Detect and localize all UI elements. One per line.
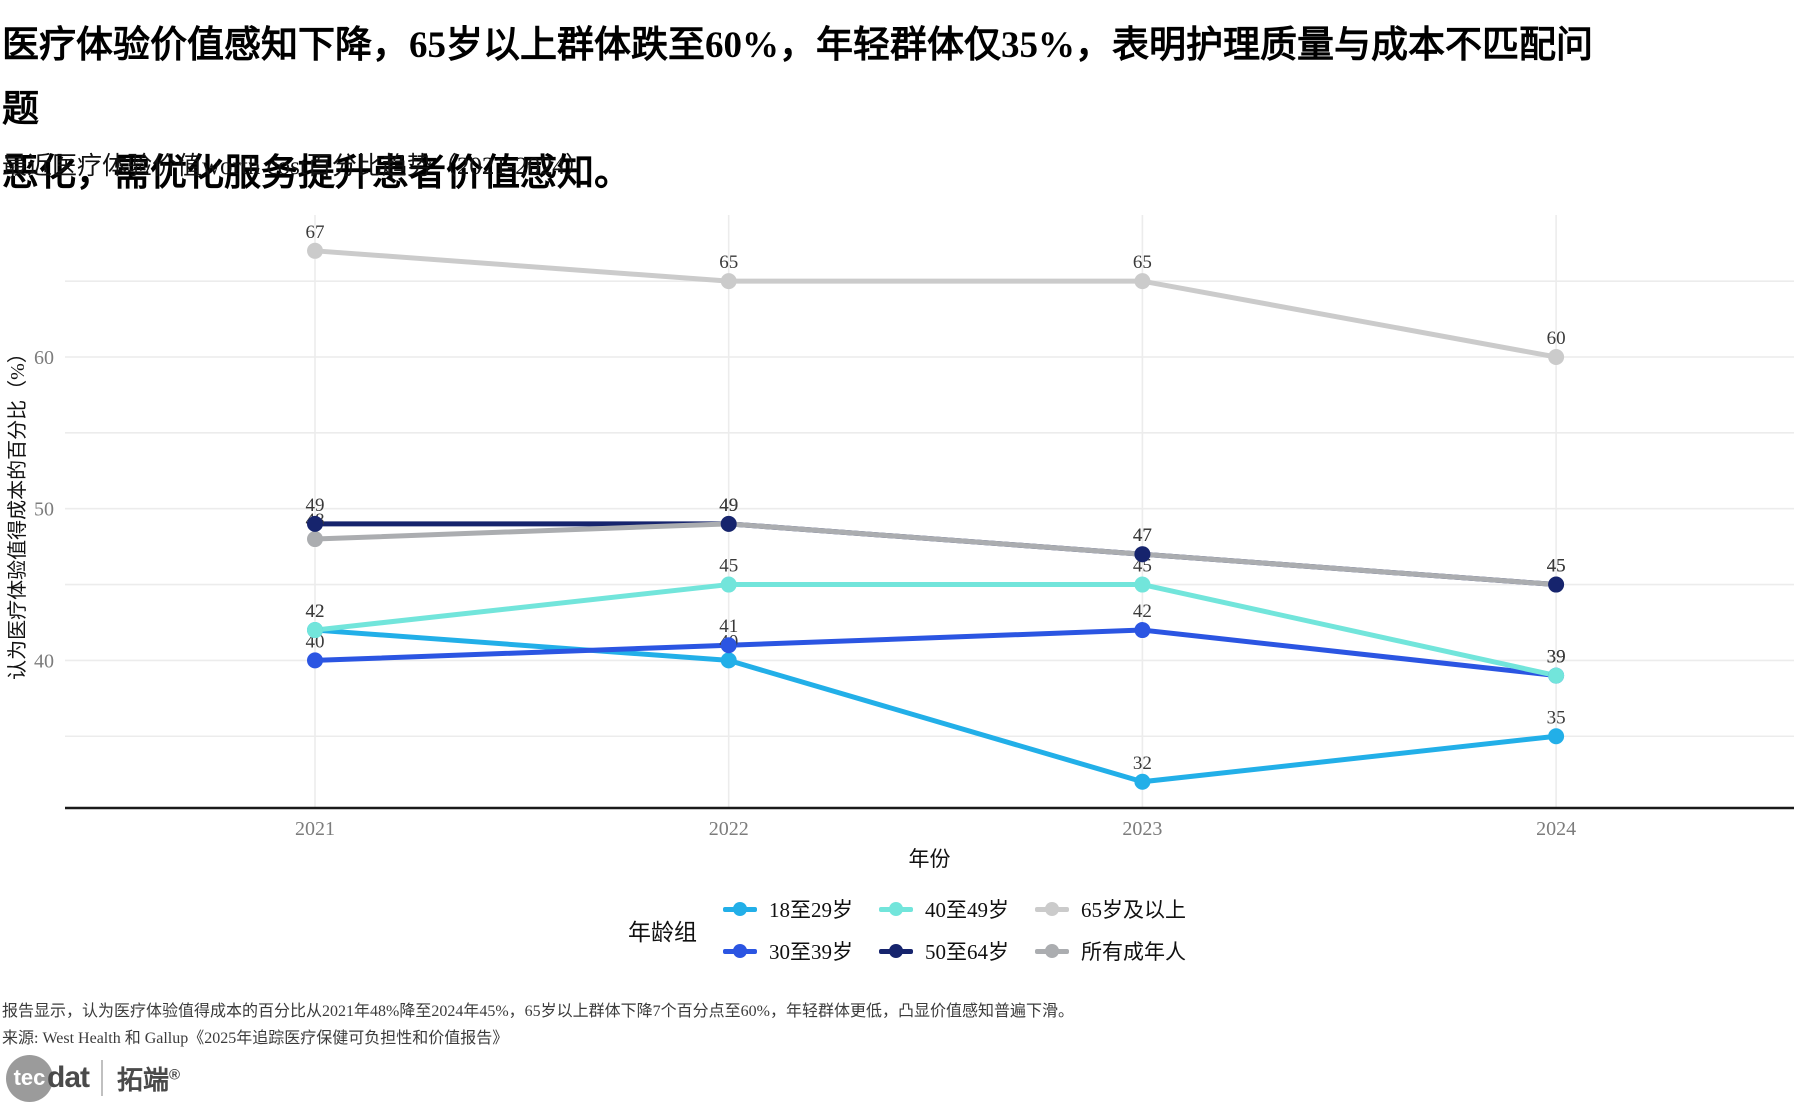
- legend-item-2: 40至49岁: [879, 894, 1009, 924]
- chart-area: 4240323540414239424545394949474567656560…: [0, 190, 1814, 880]
- y-tick-labels: 40 50 60: [34, 347, 54, 672]
- data-point: [720, 515, 737, 532]
- svg-text:32: 32: [1133, 753, 1152, 774]
- data-point: [720, 652, 737, 669]
- svg-text:2022: 2022: [709, 818, 749, 840]
- svg-text:45: 45: [1133, 556, 1152, 577]
- legend-item-5: 所有成年人: [1035, 936, 1186, 966]
- svg-text:42: 42: [306, 601, 325, 622]
- series-lines: [312, 248, 1559, 785]
- series-line-0: [312, 627, 1559, 785]
- line-chart: 4240323540414239424545394949474567656560…: [6, 215, 1794, 871]
- series-line-5: [312, 521, 1559, 588]
- svg-text:49: 49: [719, 495, 738, 516]
- legend-title: 年龄组: [628, 920, 697, 945]
- svg-text:40: 40: [306, 631, 325, 652]
- legend-marker-icon: [1035, 943, 1069, 959]
- logo-registered-icon: ®: [169, 1065, 181, 1083]
- svg-text:65: 65: [1133, 252, 1152, 273]
- data-point: [307, 515, 323, 532]
- svg-text:39: 39: [1547, 647, 1566, 668]
- data-labels: 4240323540414239424545394949474567656560…: [306, 222, 1566, 774]
- chart-footer: 报告显示，认为医疗体验值得成本的百分比从2021年48%降至2024年45%，6…: [2, 998, 1074, 1052]
- legend-label: 65岁及以上: [1081, 898, 1186, 922]
- footer-note: 报告显示，认为医疗体验值得成本的百分比从2021年48%降至2024年45%，6…: [2, 1003, 1074, 1020]
- data-point: [1134, 576, 1151, 593]
- logo-brand: 拓端®: [117, 1064, 181, 1095]
- svg-text:35: 35: [1547, 707, 1566, 728]
- svg-text:60: 60: [1547, 328, 1566, 349]
- svg-text:49: 49: [719, 495, 738, 516]
- data-point: [307, 622, 323, 639]
- logo-name: dat: [47, 1061, 90, 1094]
- legend-marker-icon: [1035, 901, 1069, 917]
- data-point: [720, 273, 737, 290]
- legend-items: 18至29岁 30至39岁 40至49岁 50至64岁 65岁及以上 所有成年人: [723, 888, 1186, 972]
- data-point: [1134, 546, 1151, 563]
- svg-text:60: 60: [34, 347, 54, 369]
- svg-text:49: 49: [306, 495, 325, 516]
- data-point: [307, 531, 323, 548]
- legend-item-3: 50至64岁: [879, 936, 1009, 966]
- data-point: [1548, 576, 1565, 593]
- legend-label: 所有成年人: [1081, 940, 1186, 964]
- svg-text:67: 67: [306, 222, 325, 243]
- x-axis-title: 年份: [909, 847, 951, 871]
- y-axis-title: 认为医疗体验值得成本的百分比（%）: [6, 343, 29, 680]
- legend-label: 18至29岁: [769, 898, 853, 922]
- legend-item-4: 65岁及以上: [1035, 894, 1186, 924]
- svg-text:45: 45: [1547, 556, 1566, 577]
- svg-text:45: 45: [1547, 556, 1566, 577]
- data-point: [1548, 667, 1565, 684]
- data-point: [1134, 622, 1151, 639]
- svg-text:42: 42: [1133, 601, 1152, 622]
- svg-text:39: 39: [1547, 647, 1566, 668]
- svg-text:47: 47: [1133, 525, 1152, 546]
- svg-text:2023: 2023: [1122, 818, 1162, 840]
- data-point: [1548, 728, 1565, 745]
- svg-text:2021: 2021: [295, 818, 335, 840]
- svg-text:45: 45: [719, 556, 738, 577]
- svg-text:41: 41: [719, 616, 738, 637]
- legend-label: 30至39岁: [769, 940, 853, 964]
- legend-item-0: 18至29岁: [723, 894, 853, 924]
- logo-circle-icon: tec: [6, 1054, 53, 1102]
- legend-marker-icon: [879, 943, 913, 959]
- chart-subtitle: 最近医疗体验价值worth cost百分比趋势（2021-2024）: [2, 153, 591, 180]
- chart-legend: 年龄组 18至29岁 30至39岁 40至49岁 50至64岁 65岁及以上 所有成年人: [0, 888, 1814, 972]
- data-point: [720, 637, 737, 654]
- page-title: 医疗体验价值感知下降，65岁以上群体跌至60%，年轻群体仅35%，表明护理质量与…: [2, 14, 1622, 206]
- legend-marker-icon: [723, 901, 757, 917]
- legend-marker-icon: [723, 943, 757, 959]
- series-line-1: [312, 627, 1559, 679]
- data-point: [307, 652, 323, 669]
- logo-circle-text: tec: [13, 1065, 46, 1090]
- legend-label: 40至49岁: [925, 898, 1009, 922]
- legend-label: 50至64岁: [925, 940, 1009, 964]
- svg-text:47: 47: [1133, 525, 1152, 546]
- data-point: [720, 576, 737, 593]
- x-gridlines: [314, 215, 1557, 808]
- data-points: [307, 242, 1565, 790]
- data-point: [1548, 349, 1565, 365]
- data-point: [1134, 273, 1151, 290]
- series-line-4: [312, 248, 1559, 360]
- legend-marker-icon: [879, 901, 913, 917]
- svg-text:40: 40: [34, 650, 54, 672]
- series-line-2: [312, 582, 1559, 679]
- page-title-line1: 医疗体验价值感知下降，65岁以上群体跌至60%，年轻群体仅35%，表明护理质量与…: [2, 25, 1593, 130]
- x-tick-labels: 2021 2022 2023 2024: [295, 818, 1576, 840]
- tecdat-logo: tec dat 拓端®: [6, 1052, 180, 1104]
- logo-divider: [101, 1060, 103, 1096]
- legend-item-1: 30至39岁: [723, 936, 853, 966]
- data-point: [307, 242, 323, 259]
- svg-text:50: 50: [34, 499, 54, 521]
- svg-text:42: 42: [306, 601, 325, 622]
- footer-source: 来源: West Health 和 Gallup《2025年追踪医疗保健可负担性…: [2, 1030, 509, 1047]
- data-point: [1134, 773, 1151, 790]
- page-title-line2: 恶化，需优化服务提升患者价值感知。: [2, 153, 631, 194]
- svg-text:2024: 2024: [1536, 818, 1576, 840]
- svg-text:65: 65: [719, 252, 738, 273]
